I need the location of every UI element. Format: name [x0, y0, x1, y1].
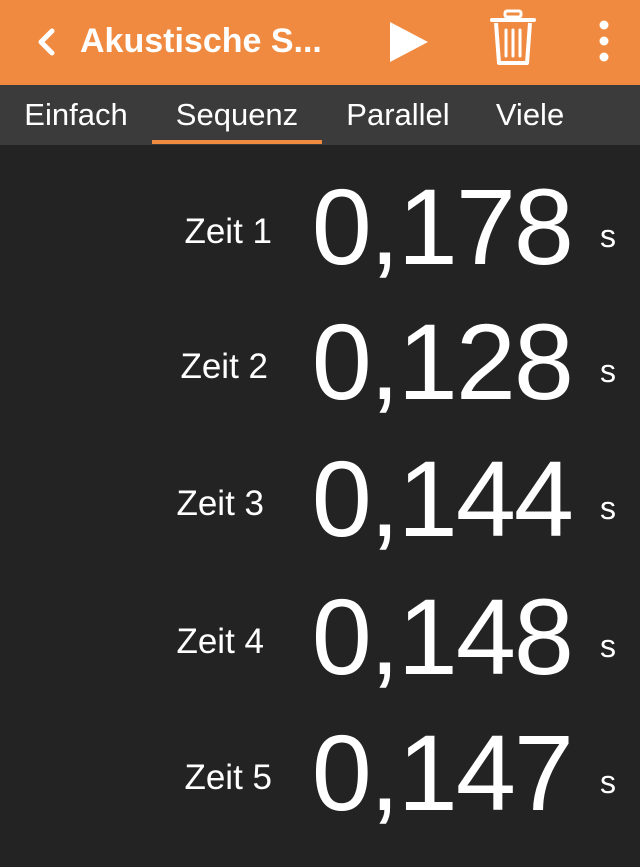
tab-viele[interactable]: Viele [495, 97, 565, 132]
page-title: Akustische S... [80, 22, 322, 60]
result-unit: s [600, 490, 616, 526]
tab-sequenz[interactable]: Sequenz [175, 97, 299, 132]
play-button[interactable] [386, 20, 430, 64]
result-value: 0,178 [311, 166, 574, 287]
tab-einfach[interactable]: Einfach [24, 97, 128, 132]
overflow-menu-button[interactable] [590, 16, 618, 66]
result-unit: s [600, 353, 616, 389]
play-icon [386, 20, 430, 64]
result-row-3: Zeit 3 0,144 s [0, 422, 640, 554]
mode-tabs: Einfach Sequenz Parallel Viele [0, 85, 640, 145]
result-label: Zeit 2 [180, 347, 268, 386]
result-label: Zeit 5 [184, 758, 272, 797]
result-label: Zeit 3 [176, 484, 264, 523]
back-button[interactable] [26, 20, 66, 64]
result-label: Zeit 1 [184, 212, 272, 251]
result-row-1: Zeit 1 0,178 s [0, 150, 640, 282]
more-vertical-icon [590, 16, 618, 66]
result-row-4: Zeit 4 0,148 s [0, 560, 640, 692]
result-value: 0,144 [311, 438, 574, 559]
result-unit: s [600, 218, 616, 254]
selected-tab-indicator [152, 140, 322, 144]
result-unit: s [600, 628, 616, 664]
tab-parallel[interactable]: Parallel [346, 97, 450, 132]
app-toolbar: Akustische S... [0, 0, 640, 85]
chevron-left-icon [35, 27, 57, 57]
result-value: 0,128 [311, 301, 574, 422]
result-value: 0,147 [311, 712, 574, 833]
result-unit: s [600, 764, 616, 800]
result-row-5: Zeit 5 0,147 s [0, 696, 640, 828]
result-value: 0,148 [311, 576, 574, 697]
delete-button[interactable] [488, 8, 538, 68]
result-row-2: Zeit 2 0,128 s [0, 285, 640, 417]
trash-icon [488, 8, 538, 68]
result-label: Zeit 4 [176, 622, 264, 661]
